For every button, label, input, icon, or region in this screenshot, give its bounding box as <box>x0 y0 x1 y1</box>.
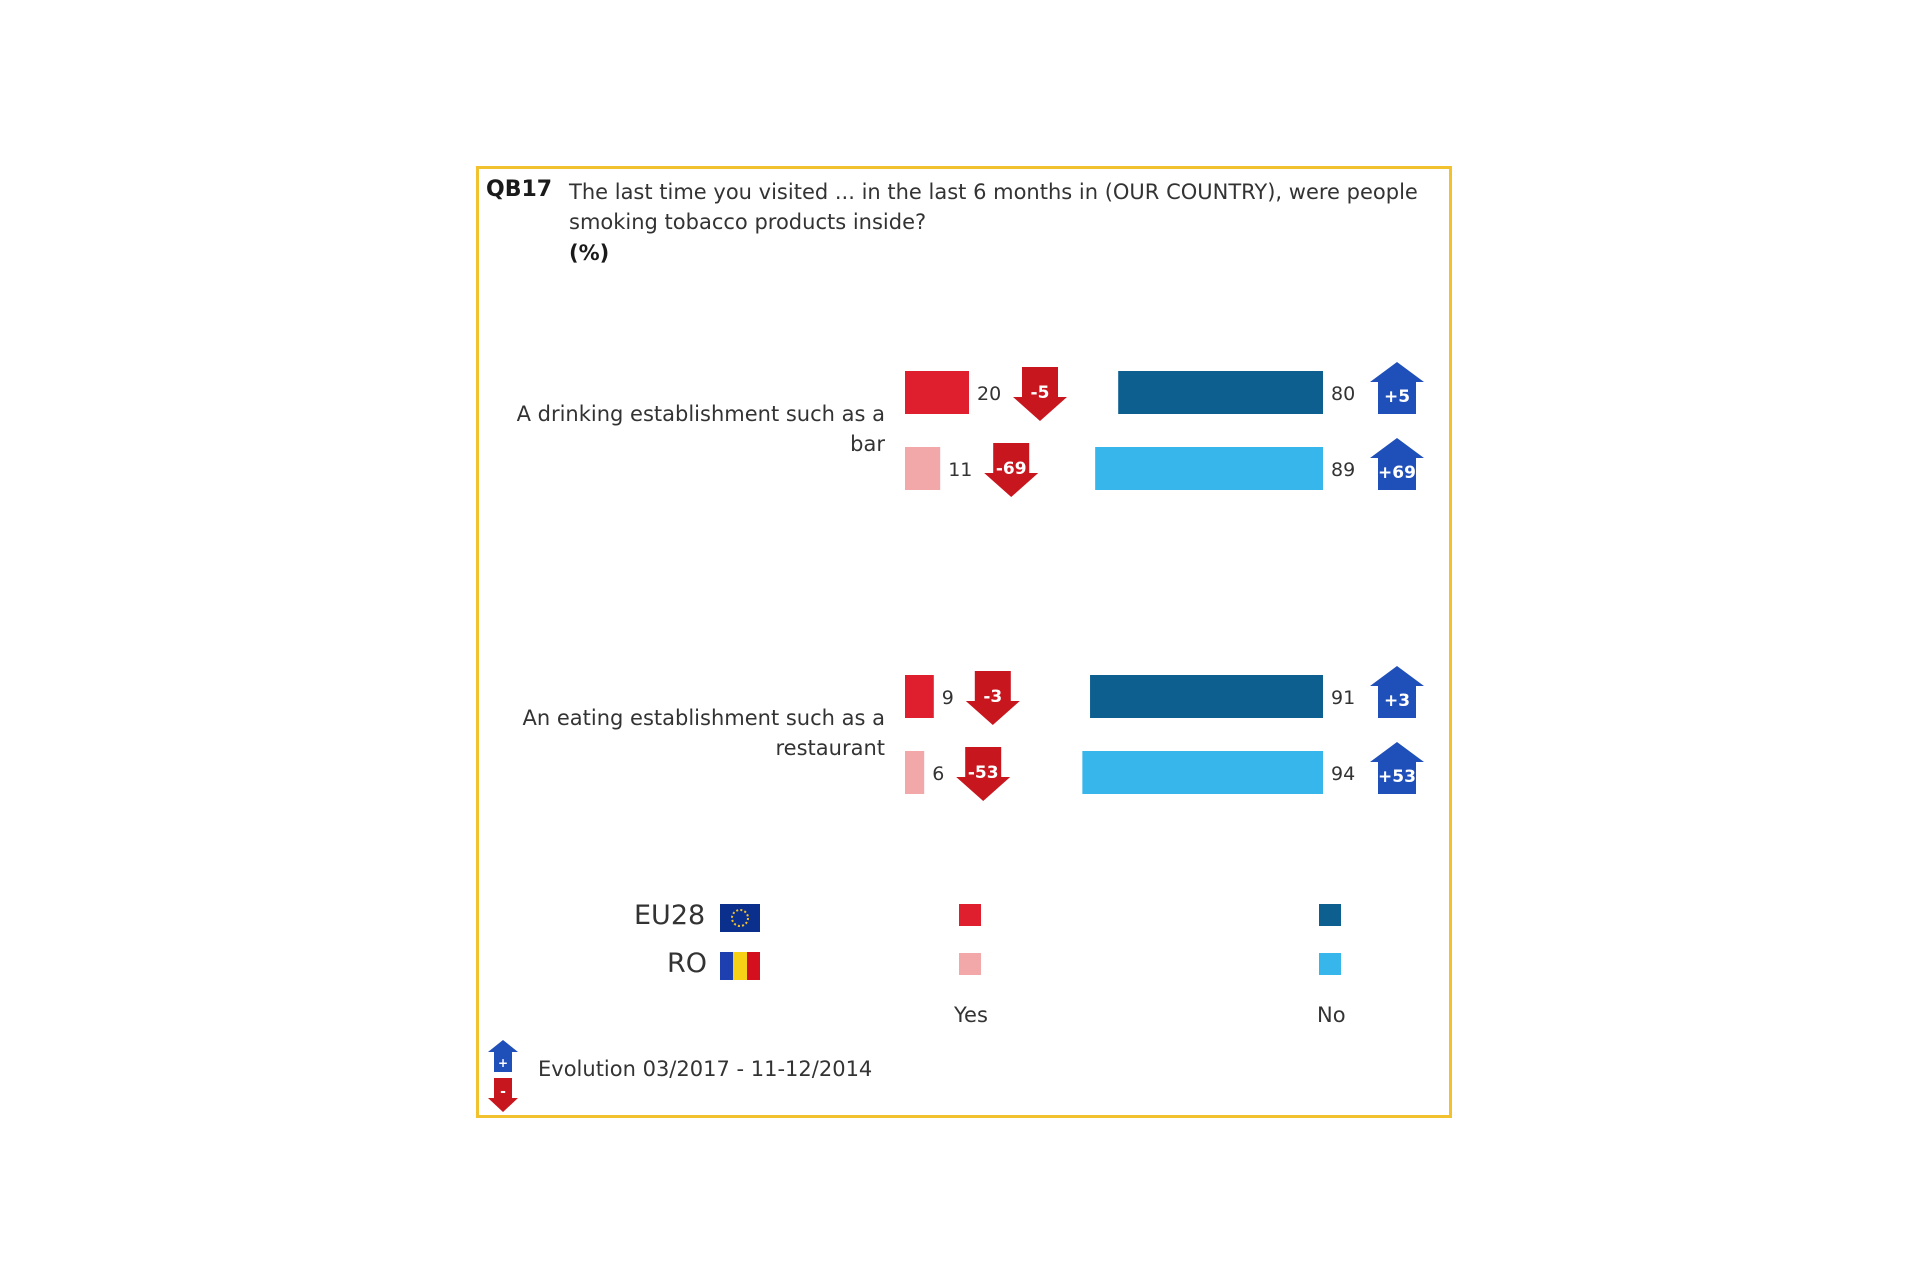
no-bar-ro-bar <box>1095 447 1323 490</box>
evolution-minus-sign: - <box>500 1084 506 1100</box>
up-arrow-eu-bar <box>1370 362 1424 414</box>
no-value-ro-bar: 89 <box>1331 459 1355 481</box>
up-arrow-ro-bar <box>1370 438 1424 490</box>
up-arrow-eu-bar-label: +5 <box>1384 387 1410 407</box>
legend-eu-no-swatch <box>1319 904 1341 926</box>
up-arrow-eu-restaurant-label: +3 <box>1384 691 1410 711</box>
no-bar-eu-restaurant <box>1090 675 1323 718</box>
unit-label: (%) <box>569 241 610 265</box>
no-value-eu-restaurant: 91 <box>1331 687 1355 709</box>
down-arrow-ro-bar <box>984 443 1039 497</box>
legend-ro-label: RO <box>667 948 708 979</box>
yes-value-eu-restaurant: 9 <box>942 687 954 709</box>
yes-value-eu-bar: 20 <box>977 383 1001 405</box>
legend-no-label: No <box>1317 1003 1346 1027</box>
yes-bar-eu-restaurant <box>905 675 934 718</box>
down-arrow-eu-bar-label: -5 <box>1031 383 1050 403</box>
down-arrow-eu-bar <box>1013 367 1067 421</box>
no-bar-ro-restaurant <box>1082 751 1323 794</box>
yes-bar-eu-bar <box>905 371 969 414</box>
evolution-plus-sign: + <box>498 1056 508 1070</box>
down-arrow-eu-restaurant-label: -3 <box>983 687 1002 707</box>
down-arrow-ro-restaurant <box>956 747 1011 801</box>
legend-yes-label: Yes <box>954 1003 988 1027</box>
up-arrow-ro-bar-label: +69 <box>1378 463 1416 483</box>
no-bar-eu-bar <box>1118 371 1323 414</box>
yes-bar-ro-bar <box>905 447 941 490</box>
legend-eu-yes-swatch <box>959 904 981 926</box>
no-value-eu-bar: 80 <box>1331 383 1355 405</box>
question-code: QB17 <box>486 177 553 202</box>
evolution-legend-text: Evolution 03/2017 - 11-12/2014 <box>538 1057 873 1081</box>
yes-value-ro-bar: 11 <box>948 459 972 481</box>
category-label-restaurant: An eating establishment such as a restau… <box>522 706 885 760</box>
up-arrow-ro-restaurant-label: +53 <box>1378 767 1416 787</box>
evolution-arrows-icon: + - <box>488 1040 518 1112</box>
up-arrow-eu-restaurant <box>1370 666 1424 718</box>
yes-value-ro-restaurant: 6 <box>932 763 944 785</box>
down-arrow-ro-restaurant-label: -53 <box>968 763 999 783</box>
no-value-ro-restaurant: 94 <box>1331 763 1355 785</box>
legend-ro-no-swatch <box>1319 953 1341 975</box>
category-label-bar: A drinking establishment such as a bar <box>516 402 885 456</box>
yes-bar-ro-restaurant <box>905 751 925 794</box>
up-arrow-ro-restaurant <box>1370 742 1424 794</box>
legend-eu-label: EU28 <box>634 900 706 931</box>
ro-flag-icon <box>720 952 760 980</box>
down-arrow-ro-bar-label: -69 <box>996 459 1027 479</box>
question-text: The last time you visited ... in the las… <box>569 180 1418 234</box>
down-arrow-eu-restaurant <box>965 671 1020 725</box>
eu-flag-icon <box>720 904 760 932</box>
legend-ro-yes-swatch <box>959 953 981 975</box>
